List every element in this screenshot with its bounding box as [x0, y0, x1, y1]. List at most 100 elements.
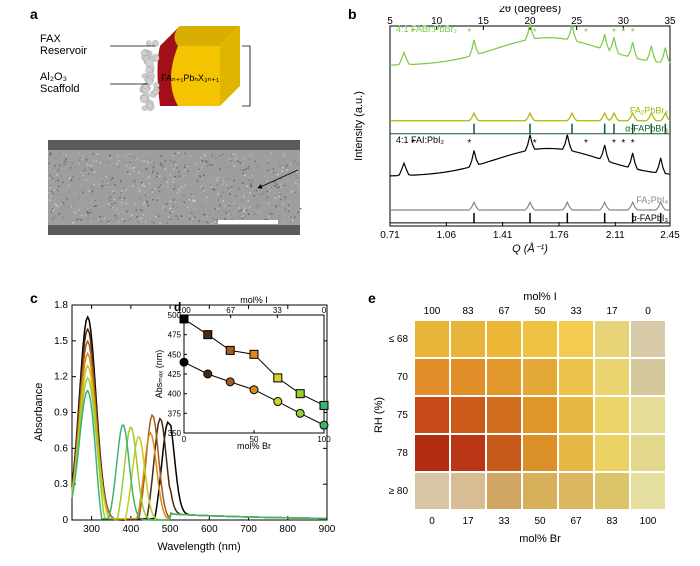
panel-b-traces: 4:1 FABr:PbBr₂*******FA₂PbBr₄α-FAPbBr₃4:… [390, 24, 670, 223]
svg-text:100: 100 [640, 516, 657, 527]
svg-text:2.45: 2.45 [660, 230, 680, 241]
svg-text:*: * [467, 138, 471, 149]
svg-text:5: 5 [387, 16, 393, 27]
svg-text:*: * [621, 138, 625, 149]
svg-text:83: 83 [606, 516, 618, 527]
svg-text:50: 50 [534, 306, 546, 317]
svg-text:450: 450 [168, 350, 182, 359]
svg-text:0.71: 0.71 [380, 230, 400, 241]
svg-text:*: * [411, 138, 415, 149]
svg-text:25: 25 [571, 16, 583, 27]
svg-text:4:1 FAI:PbI₂: 4:1 FAI:PbI₂ [396, 135, 445, 145]
panel-d-xtop-label: mol% I [240, 295, 268, 305]
svg-text:0.9: 0.9 [54, 408, 68, 419]
svg-text:≤ 68: ≤ 68 [389, 334, 409, 345]
svg-text:0.6: 0.6 [54, 443, 68, 454]
svg-text:0: 0 [182, 435, 187, 444]
svg-text:600: 600 [201, 524, 218, 535]
panel-e-xbot-ticks: 0 17 33 50 67 83 100 [429, 516, 657, 527]
svg-text:100: 100 [317, 435, 331, 444]
svg-text:*: * [621, 27, 625, 38]
svg-text:1.41: 1.41 [493, 230, 513, 241]
svg-text:FA₂PbI₄: FA₂PbI₄ [636, 195, 668, 205]
svg-text:50: 50 [534, 516, 546, 527]
svg-text:17: 17 [462, 516, 474, 527]
svg-text:350: 350 [168, 429, 182, 438]
svg-text:500: 500 [162, 524, 179, 535]
panel-e-xbot-label: mol% Br [519, 533, 561, 545]
scaffold-spheres [140, 40, 160, 111]
svg-text:4:1 FABr:PbBr₂: 4:1 FABr:PbBr₂ [396, 24, 458, 34]
svg-text:1.76: 1.76 [549, 230, 569, 241]
svg-text:*: * [584, 27, 588, 38]
panel-b-xtop-label: 2θ (degrees) [499, 6, 561, 15]
panel-b-xbot-ticks: 0.71 1.06 1.41 1.76 2.11 2.45 [380, 222, 680, 241]
svg-text:*: * [631, 27, 635, 38]
panel-b-xbot-label: Q (Å⁻¹) [512, 242, 548, 255]
panel-e-xtop-ticks: 100 83 67 50 33 17 0 [424, 306, 652, 317]
svg-text:800: 800 [279, 524, 296, 535]
svg-text:≥ 80: ≥ 80 [389, 486, 409, 497]
svg-text:*: * [612, 27, 616, 38]
svg-text:1.5: 1.5 [54, 336, 68, 347]
panel-e-xtop-label: mol% I [523, 291, 557, 303]
svg-text:0: 0 [645, 306, 651, 317]
svg-text:30: 30 [618, 16, 630, 27]
svg-text:33: 33 [498, 516, 510, 527]
svg-text:15: 15 [478, 16, 490, 27]
scaffold-label-1: Al₂O₃ [40, 71, 67, 83]
panel-c-chart: Wavelength (nm) Absorbance 3004005006007… [30, 290, 340, 560]
svg-text:0: 0 [429, 516, 435, 527]
svg-text:50: 50 [250, 435, 259, 444]
svg-text:*: * [411, 27, 415, 38]
fax-label-1: FAX [40, 33, 61, 45]
svg-text:*: * [631, 138, 635, 149]
svg-text:300: 300 [83, 524, 100, 535]
panel-c-ylabel: Absorbance [33, 383, 45, 442]
bracket-line [242, 46, 250, 106]
cube-formula: FAₙ₊₁PbₙX₃ₙ₊₁ [161, 73, 219, 83]
svg-text:1.06: 1.06 [437, 230, 457, 241]
svg-text:500: 500 [168, 311, 182, 320]
svg-text:67: 67 [226, 306, 235, 315]
svg-text:FA₂PbBr₄: FA₂PbBr₄ [630, 106, 669, 116]
svg-text:75: 75 [397, 410, 409, 421]
svg-text:475: 475 [168, 331, 182, 340]
panel-a-sem [48, 140, 308, 240]
svg-text:*: * [612, 138, 616, 149]
svg-text:400: 400 [123, 524, 140, 535]
svg-text:*: * [533, 138, 537, 149]
svg-text:83: 83 [462, 306, 474, 317]
fax-label-2: Reservoir [40, 45, 87, 57]
svg-text:1.2: 1.2 [54, 372, 68, 383]
svg-text:67: 67 [570, 516, 582, 527]
svg-text:70: 70 [397, 372, 409, 383]
svg-text:1.8: 1.8 [54, 300, 68, 311]
svg-text:700: 700 [240, 524, 257, 535]
svg-text:425: 425 [168, 370, 182, 379]
panel-a-label: a [30, 6, 38, 22]
panel-b-ylabel: Intensity (a.u.) [353, 91, 365, 161]
svg-text:0: 0 [322, 306, 327, 315]
sem-scalebar [218, 220, 278, 224]
panel-e-grid [414, 320, 666, 510]
svg-text:35: 35 [664, 16, 676, 27]
svg-text:900: 900 [319, 524, 336, 535]
svg-text:33: 33 [570, 306, 582, 317]
panel-d-inset: d mol% Br mol% I Absₘₐₓ (nm) 10067330 05… [154, 295, 331, 451]
svg-text:0.3: 0.3 [54, 479, 68, 490]
panel-b-chart: 2θ (degrees) Q (Å⁻¹) Intensity (a.u.) 5 1… [350, 6, 690, 256]
panel-e-yticks: ≤ 68 70 75 78 ≥ 80 [389, 334, 409, 497]
svg-text:17: 17 [606, 306, 618, 317]
panel-a-schematic: FAₙ₊₁PbₙX₃ₙ₊₁ FAX Reservoir Al₂O₃ Scaffo… [40, 16, 300, 136]
svg-text:100: 100 [424, 306, 441, 317]
svg-text:*: * [533, 27, 537, 38]
svg-text:78: 78 [397, 448, 409, 459]
svg-text:67: 67 [498, 306, 510, 317]
svg-text:*: * [467, 27, 471, 38]
svg-text:375: 375 [168, 409, 182, 418]
svg-text:33: 33 [273, 306, 282, 315]
svg-text:α-FAPbBr₃: α-FAPbBr₃ [625, 124, 668, 134]
panel-c-xlabel: Wavelength (nm) [157, 541, 240, 553]
svg-text:2.11: 2.11 [606, 230, 625, 241]
